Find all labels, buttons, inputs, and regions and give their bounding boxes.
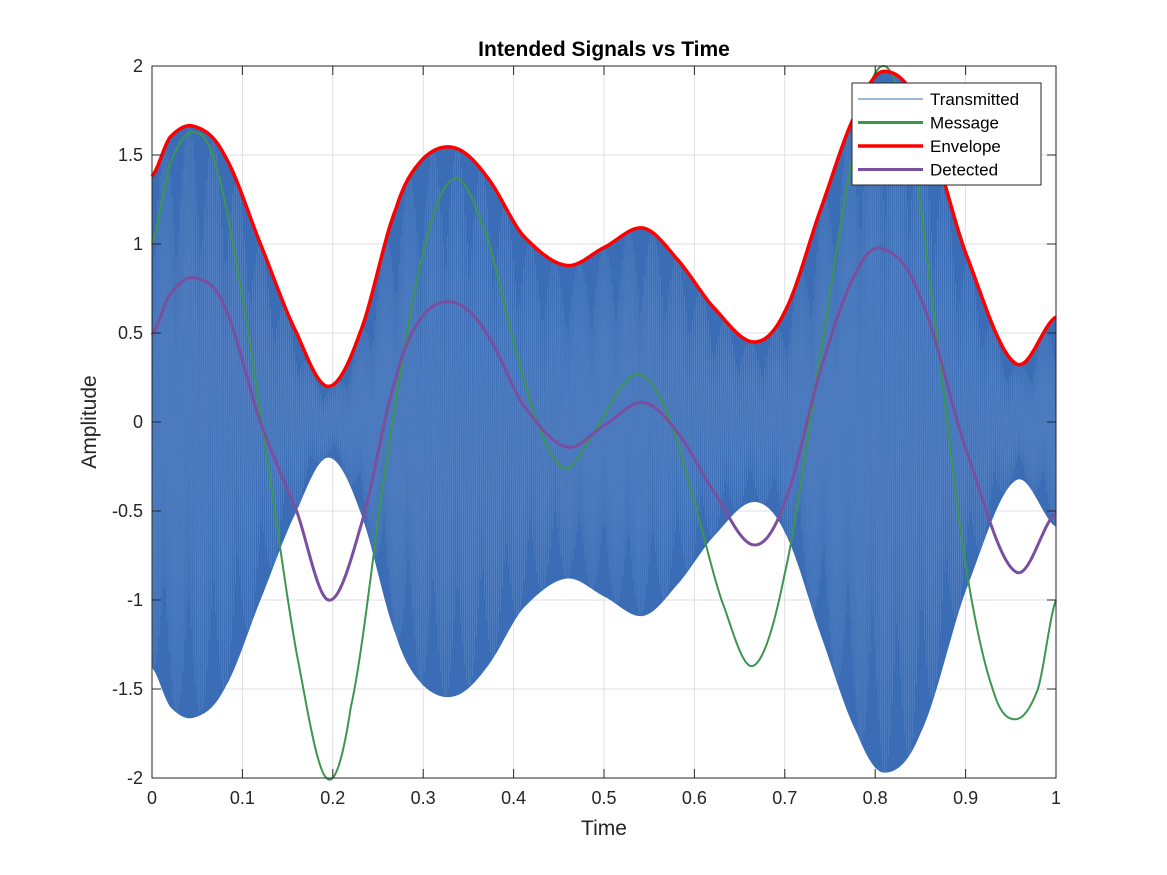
y-tick-label: 0.5 [118,323,143,343]
x-tick-label: 0.4 [501,788,526,808]
y-tick-label: 0 [133,412,143,432]
x-tick-label: 0.6 [682,788,707,808]
series-detected [150,246,1057,602]
legend-label-message: Message [930,114,999,133]
legend-label-detected: Detected [930,161,998,180]
x-tick-label: 0.2 [320,788,345,808]
x-tick-label: 0.7 [772,788,797,808]
x-tick-label: 1 [1051,788,1061,808]
x-tick-label: 0.9 [953,788,978,808]
y-tick-label: 2 [133,56,143,76]
y-tick-label: -1.5 [112,679,143,699]
chart-title: Intended Signals vs Time [478,38,730,61]
y-tick-label: 1.5 [118,145,143,165]
y-tick-label: -1 [127,590,143,610]
x-tick-label: 0.5 [591,788,616,808]
y-tick-label: 1 [133,234,143,254]
legend-label-envelope: Envelope [930,137,1001,156]
y-tick-label: -2 [127,768,143,788]
legend-items: Transmitted Message Envelope Detected [858,90,1019,180]
x-tick-label: 0.1 [230,788,255,808]
legend: Transmitted Message Envelope Detected [851,82,1042,186]
y-axis-label: Amplitude [78,375,101,468]
tick-labels: 0 0.1 0.2 0.3 0.4 0.5 0.6 0.7 0.8 0.9 1 2 1.5 1 0.5 0 -0… [112,56,1061,808]
y-tick-label: -0.5 [112,501,143,521]
x-tick-label: 0.3 [411,788,436,808]
axis-ticks [151,65,1057,779]
x-axis-label: Time [581,817,627,840]
x-tick-label: 0.8 [863,788,888,808]
x-tick-label: 0 [147,788,157,808]
legend-label-transmitted: Transmitted [930,90,1019,109]
